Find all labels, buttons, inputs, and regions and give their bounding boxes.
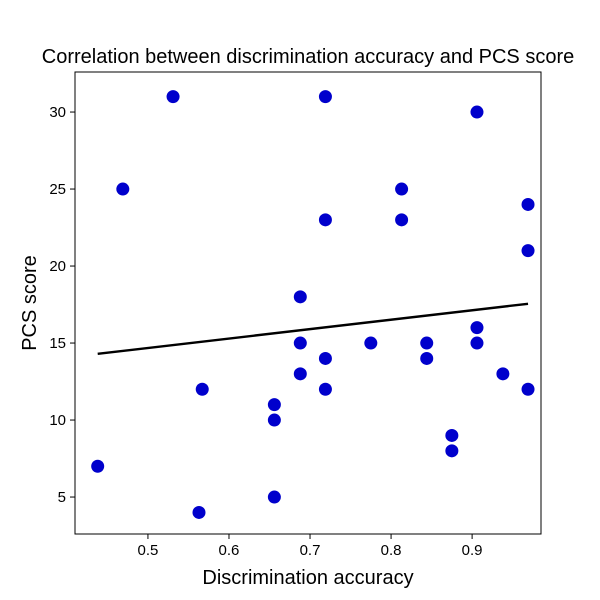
y-tick-label: 30 xyxy=(49,104,66,121)
x-tick-label: 0.8 xyxy=(381,542,402,559)
data-point xyxy=(395,182,409,196)
x-axis: 0.5 0.6 0.7 0.8 0.9 xyxy=(138,534,483,559)
data-point xyxy=(267,490,281,504)
data-point xyxy=(166,90,180,104)
data-point xyxy=(470,105,484,119)
data-point xyxy=(267,398,281,412)
data-point xyxy=(445,444,459,458)
data-point xyxy=(318,351,332,365)
data-point xyxy=(318,90,332,104)
y-tick-label: 20 xyxy=(49,258,66,275)
y-tick-label: 5 xyxy=(58,489,66,506)
y-axis: 5 10 15 20 25 30 xyxy=(49,104,75,506)
data-point xyxy=(195,382,209,396)
data-point xyxy=(521,244,535,258)
x-tick-label: 0.5 xyxy=(138,542,159,559)
x-tick-label: 0.9 xyxy=(462,542,483,559)
data-point xyxy=(293,290,307,304)
x-tick-label: 0.6 xyxy=(219,542,240,559)
data-point xyxy=(496,367,510,381)
data-points xyxy=(91,90,535,519)
data-point xyxy=(192,505,206,519)
x-tick-label: 0.7 xyxy=(300,542,321,559)
data-point xyxy=(91,459,105,473)
y-tick-label: 15 xyxy=(49,335,66,352)
data-point xyxy=(364,336,378,350)
data-point xyxy=(267,413,281,427)
data-point xyxy=(293,336,307,350)
trendline xyxy=(97,302,529,356)
chart-title: Correlation between discrimination accur… xyxy=(42,46,574,68)
data-point xyxy=(116,182,130,196)
data-point xyxy=(293,367,307,381)
y-axis-label: PCS score xyxy=(19,255,41,351)
x-axis-label: Discrimination accuracy xyxy=(202,567,413,589)
data-point xyxy=(470,336,484,350)
y-tick-label: 25 xyxy=(49,181,66,198)
trendline-group xyxy=(97,302,529,356)
data-point xyxy=(445,428,459,442)
y-tick-label: 10 xyxy=(49,412,66,429)
data-point xyxy=(521,382,535,396)
data-point xyxy=(318,382,332,396)
plot-frame xyxy=(74,71,542,535)
data-point xyxy=(420,336,434,350)
data-point xyxy=(318,213,332,227)
data-point xyxy=(420,351,434,365)
data-point xyxy=(395,213,409,227)
data-point xyxy=(470,321,484,335)
data-point xyxy=(521,197,535,211)
